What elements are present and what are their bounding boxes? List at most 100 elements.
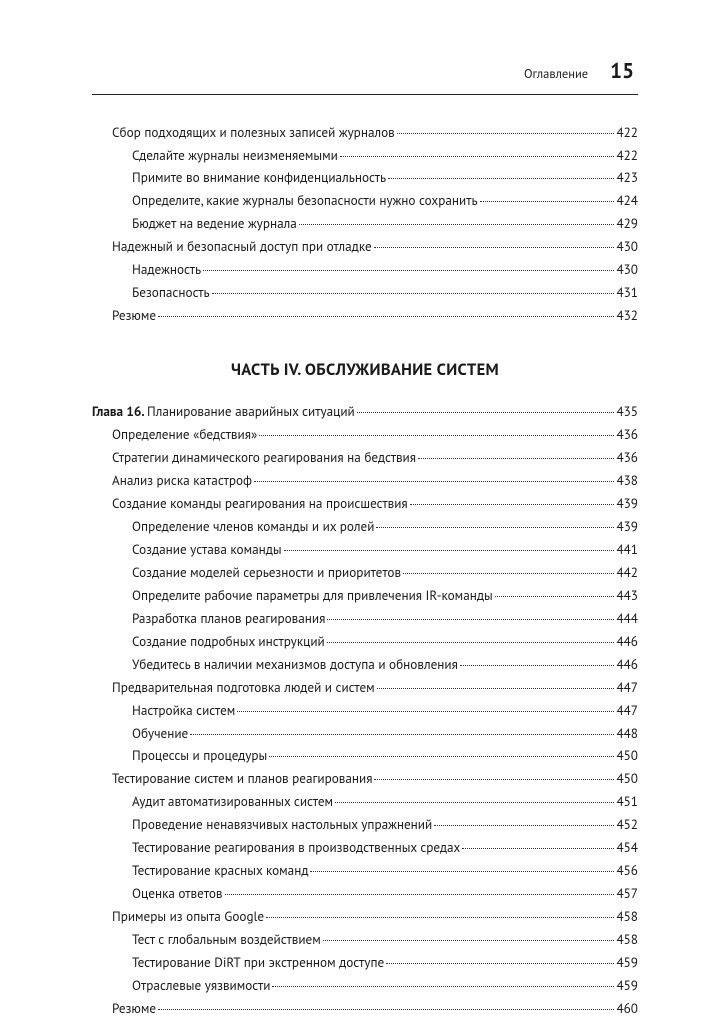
dot-leader [340,156,615,157]
toc-entry-page: 422 [616,123,638,143]
toc-entry-page: 424 [616,191,638,211]
toc-entry-title: Стратегии динамического реагирования на … [112,448,416,468]
dot-leader [357,412,615,413]
toc-entry-title: Сделайте журналы неизменяемыми [132,146,338,166]
dot-leader [266,917,614,918]
toc-entry-page: 454 [616,838,638,858]
toc-line: Определение членов команды и их ролей439 [92,517,638,537]
dot-leader [462,848,614,849]
chapter-prefix: Глава 16. [92,403,147,420]
toc-entry-page: 446 [616,655,638,675]
dot-leader [225,894,615,895]
chapter-title: Планирование аварийных ситуаций [147,403,355,420]
toc-entry-page: 438 [616,471,638,491]
dot-leader [254,481,614,482]
toc-entry-title: Сбор подходящих и полезных записей журна… [112,123,395,143]
toc-line: Надежность 430 [92,260,638,280]
dot-leader [299,224,615,225]
toc-line: Примеры из опыта Google458 [92,907,638,927]
toc-entry-page: 430 [616,260,638,280]
toc-entry-page: 431 [616,283,638,303]
dot-leader [158,1009,614,1010]
dot-leader [272,986,614,987]
toc-entry-title: Аудит автоматизированных систем [132,792,333,812]
toc-line: Проведение ненавязчивых настольных упраж… [92,815,638,835]
toc-line: Тестирование DiRT при экстренном доступе… [92,953,638,973]
dot-leader [418,458,614,459]
toc-entry-title: Создание подробных инструкций [132,632,325,652]
dot-leader [212,293,615,294]
toc-entry-title: Определите рабочие параметры для привлеч… [132,586,493,606]
toc-entry-page: 457 [616,884,638,904]
toc-section-b: Глава 16. Планирование аварийных ситуаци… [92,402,638,1019]
toc-entry-title: Разработка планов реагирования [132,609,325,629]
toc-entry-title: Убедитесь в наличии механизмов доступа и… [132,655,458,675]
toc-line: Предварительная подготовка людей и систе… [92,678,638,698]
toc-line: Резюме432 [92,306,638,326]
toc-entry-page: 459 [616,976,638,996]
toc-entry-title: Глава 16. Планирование аварийных ситуаци… [92,402,355,422]
dot-leader [403,573,614,574]
toc-line: Оценка ответов457 [92,884,638,904]
dot-leader [410,504,615,505]
toc-entry-title: Создание команды реагирования на происше… [112,494,408,514]
toc-entry-page: 439 [616,494,638,514]
dot-leader [374,779,614,780]
toc-entry-page: 430 [616,237,638,257]
toc-entry-title: Отраслевые уязвимости [132,976,270,996]
dot-leader [323,940,615,941]
toc-entry-page: 451 [616,792,638,812]
toc-entry-page: 456 [616,861,638,881]
toc-entry-title: Тестирование реагирования в производстве… [132,838,460,858]
toc-entry-page: 460 [616,999,638,1019]
dot-leader [284,550,615,551]
toc-entry-title: Тест с глобальным воздействием [132,930,321,950]
toc-line: Надежный и безопасный доступ при отладке… [92,237,638,257]
toc-entry-page: 432 [616,306,638,326]
running-head-page-number: 15 [610,55,634,88]
toc-entry-title: Безопасность [132,283,210,303]
toc-entry-title: Определение «бедствия» [112,425,257,445]
toc-entry-page: 450 [616,769,638,789]
toc-entry-title: Тестирование красных команд [132,861,308,881]
toc-entry-page: 429 [616,214,638,234]
part-title: ЧАСТЬ IV. ОБСЛУЖИВАНИЕ СИСТЕМ [92,357,638,383]
dot-leader [327,642,615,643]
toc-line: Определение «бедствия»436 [92,425,638,445]
toc-line: Тестирование систем и планов реагировани… [92,769,638,789]
dot-leader [386,963,614,964]
toc-entry-page: 436 [616,448,638,468]
toc-line: Обучение448 [92,724,638,744]
toc-entry-title: Примеры из опыта Google [112,907,264,927]
toc-entry-title: Надежность [132,260,201,280]
toc-entry-title: Резюме [112,999,156,1019]
dot-leader [190,734,614,735]
toc-line: Примите во внимание конфиденциальность42… [92,168,638,188]
toc-line: Определите, какие журналы безопасности н… [92,191,638,211]
dot-leader [203,270,614,271]
running-head: Оглавление 15 [92,55,638,88]
toc-entry-page: 459 [616,953,638,973]
toc-entry-page: 444 [616,609,638,629]
dot-leader [376,527,614,528]
toc-line: Создание устава команды441 [92,540,638,560]
dot-leader [377,688,615,689]
dot-leader [495,596,615,597]
toc-entry-title: Настройка систем [132,701,235,721]
toc-entry-page: 441 [616,540,638,560]
toc-line: Определите рабочие параметры для привлеч… [92,586,638,606]
dot-leader [310,871,614,872]
toc-entry-page: 439 [616,517,638,537]
toc-entry-title: Предварительная подготовка людей и систе… [112,678,375,698]
toc-line: Настройка систем447 [92,701,638,721]
dot-leader [388,178,614,179]
toc-line: Сделайте журналы неизменяемыми422 [92,146,638,166]
dot-leader [374,247,615,248]
toc-entry-title: Тестирование DiRT при экстренном доступе [132,953,384,973]
page: Оглавление 15 Сбор подходящих и полезных… [0,0,708,1019]
toc-entry-page: 442 [616,563,638,583]
dot-leader [237,711,614,712]
toc-line: Убедитесь в наличии механизмов доступа и… [92,655,638,675]
toc-entry-page: 450 [616,746,638,766]
dot-leader [158,316,614,317]
